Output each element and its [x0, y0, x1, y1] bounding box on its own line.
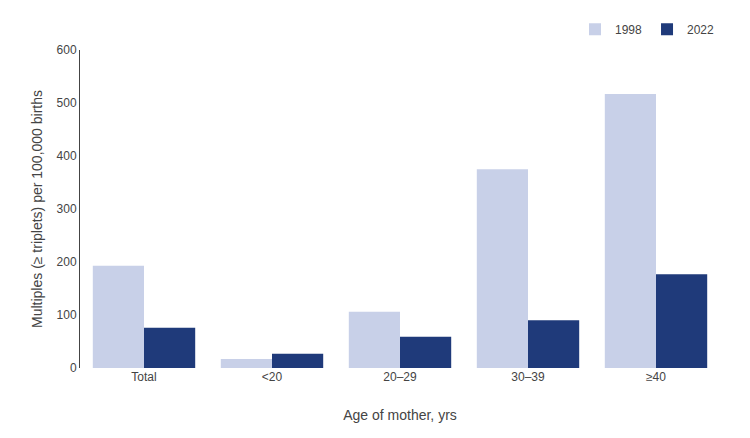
svg-text:300: 300	[57, 202, 77, 216]
svg-text:<20: <20	[262, 370, 283, 384]
svg-text:200: 200	[57, 255, 77, 269]
svg-text:2022: 2022	[687, 23, 714, 37]
svg-text:0: 0	[70, 361, 77, 375]
svg-text:600: 600	[57, 43, 77, 57]
svg-text:20–29: 20–29	[383, 370, 417, 384]
svg-text:100: 100	[57, 308, 77, 322]
svg-text:500: 500	[57, 96, 77, 110]
svg-text:400: 400	[57, 149, 77, 163]
svg-text:1998: 1998	[615, 23, 642, 37]
svg-text:Age of mother, yrs: Age of mother, yrs	[343, 407, 457, 423]
svg-text:30–39: 30–39	[511, 370, 545, 384]
svg-text:Multiples (≥ triplets) per 100: Multiples (≥ triplets) per 100,000 birth…	[29, 90, 45, 328]
svg-text:Total: Total	[131, 370, 156, 384]
svg-text:≥40: ≥40	[646, 370, 666, 384]
